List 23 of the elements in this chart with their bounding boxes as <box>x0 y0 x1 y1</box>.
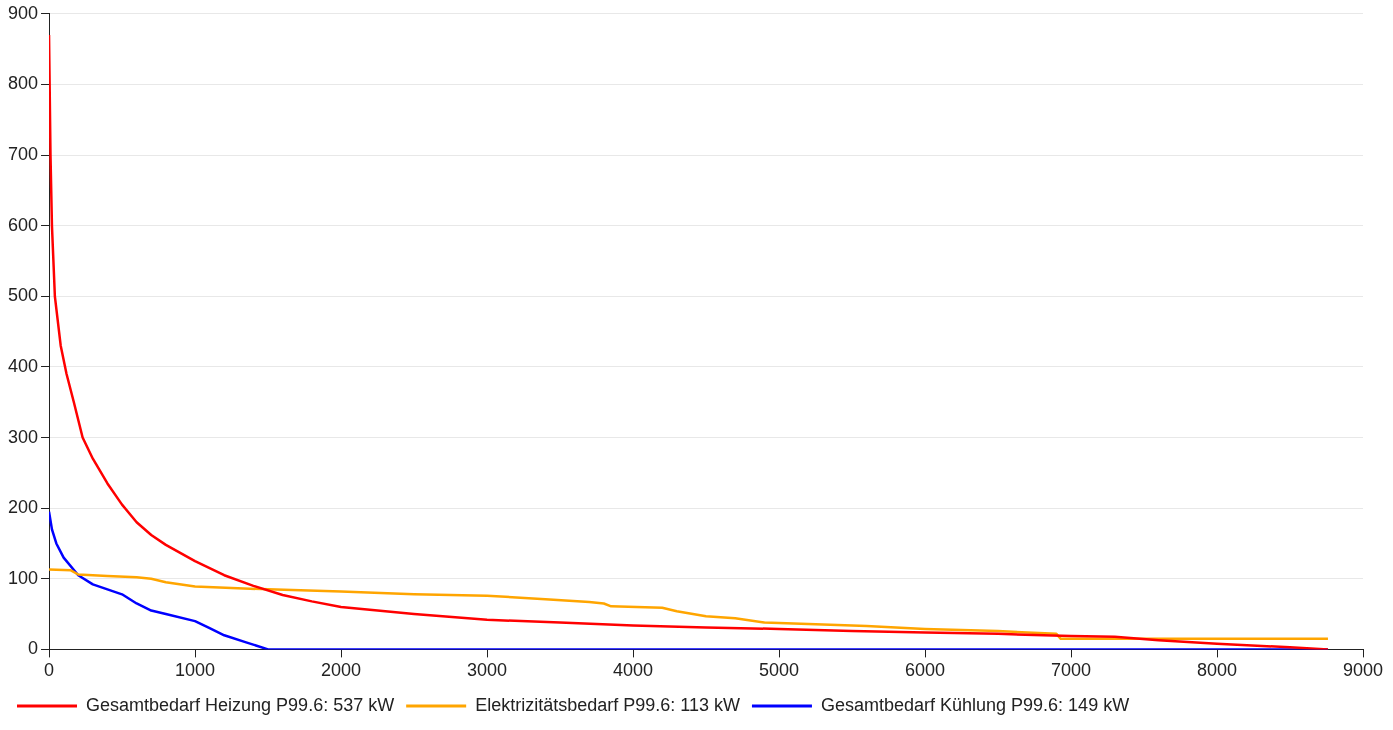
x-tick-label: 3000 <box>467 660 508 681</box>
x-tick-label: 0 <box>44 660 55 681</box>
y-tick-label: 300 <box>7 426 39 447</box>
y-tick-label: 600 <box>7 214 39 235</box>
y-tick-label: 100 <box>7 567 39 588</box>
y-tick-label: 700 <box>7 144 39 165</box>
y-tick-label: 500 <box>7 285 39 306</box>
x-tick-label: 9000 <box>1342 660 1384 681</box>
legend-label: Gesamtbedarf Heizung P99.6: 537 kW <box>86 694 395 715</box>
y-tick-label: 900 <box>7 2 39 23</box>
y-tick-label: 200 <box>7 497 39 518</box>
x-tick-label: 4000 <box>612 660 654 681</box>
legend-label: Gesamtbedarf Kühlung P99.6: 149 kW <box>820 694 1130 715</box>
x-tick-label: 6000 <box>904 660 946 681</box>
x-tick-label: 5000 <box>758 660 800 681</box>
x-tick-label: 8000 <box>1196 660 1238 681</box>
y-tick-label: 0 <box>28 638 39 659</box>
x-tick-label: 2000 <box>321 660 362 681</box>
x-tick-label: 7000 <box>1050 660 1092 681</box>
y-tick-label: 800 <box>7 73 39 94</box>
y-tick-label: 400 <box>7 355 39 376</box>
legend-label: Elektrizitätsbedarf P99.6: 113 kW <box>475 694 740 715</box>
x-tick-label: 1000 <box>175 660 216 681</box>
